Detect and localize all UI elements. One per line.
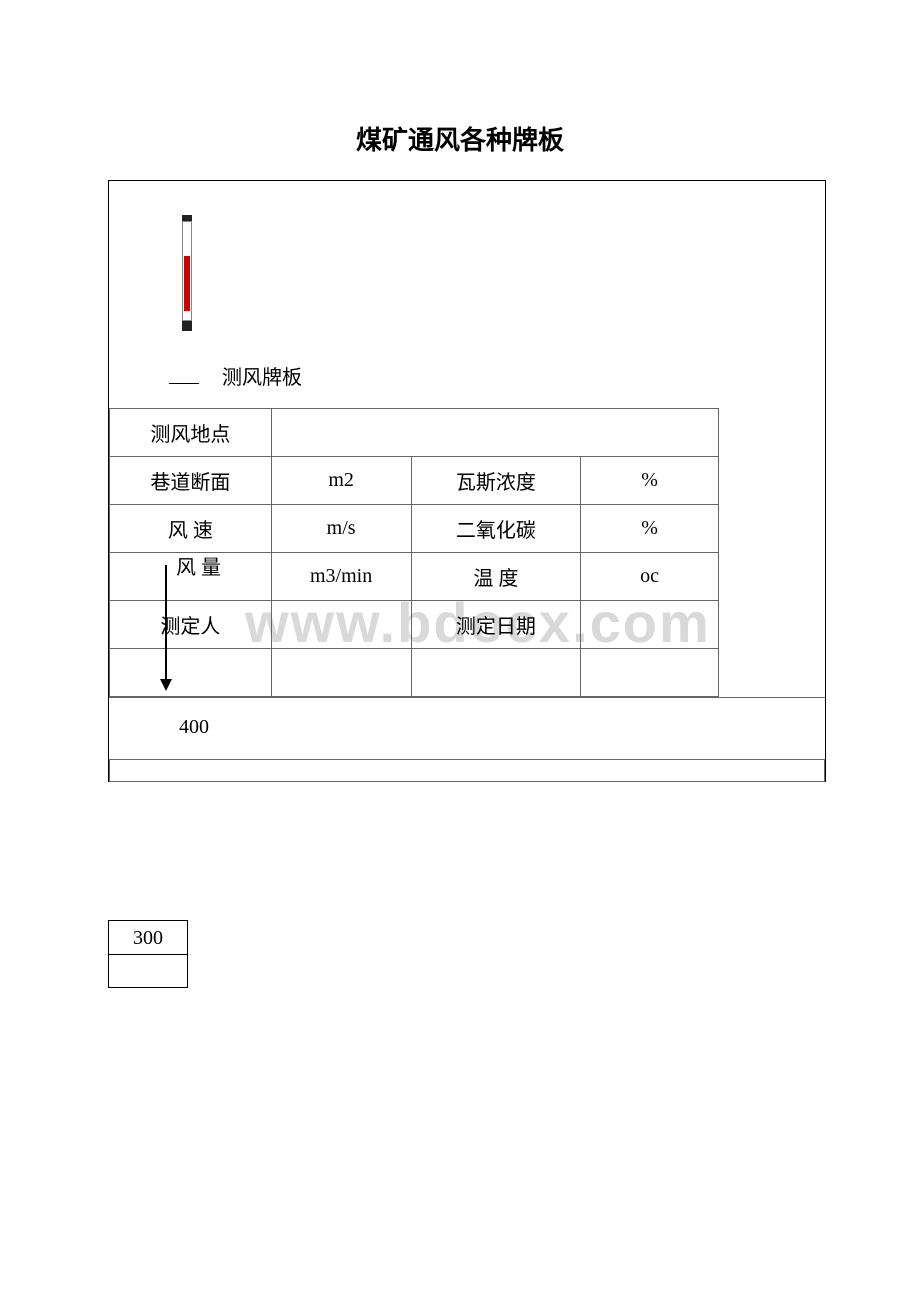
- cell-tester-label: 测定人: [110, 601, 272, 649]
- measurement-table: 测风地点 巷道断面 m2 瓦斯浓度 % 风 速 m/s 二氧化碳 %: [109, 408, 719, 697]
- cell-speed-unit: m/s: [271, 505, 411, 553]
- table-row: 巷道断面 m2 瓦斯浓度 %: [110, 457, 719, 505]
- sub-header: 测风牌板: [109, 331, 825, 408]
- small-box: 300: [108, 920, 188, 988]
- cell-volume-text: 风 量: [176, 551, 221, 580]
- cell-temp-label: 温 度: [411, 553, 581, 601]
- cell-gas-unit: %: [581, 457, 719, 505]
- cell-date-label: 测定日期: [411, 601, 581, 649]
- cell-tester-value: [271, 601, 411, 649]
- cell-gas-label: 瓦斯浓度: [411, 457, 581, 505]
- cell-date-value: [581, 601, 719, 649]
- footer-empty-row: [109, 760, 825, 782]
- thermometer-icon-area: [109, 181, 825, 331]
- cell-co2-label: 二氧化碳: [411, 505, 581, 553]
- table-row: 风 速 m/s 二氧化碳 %: [110, 505, 719, 553]
- cell-volume-label: 风 量: [110, 553, 272, 601]
- table-row: 测风地点: [110, 409, 719, 457]
- cell-volume-unit: m3/min: [271, 553, 411, 601]
- small-box-value: 300: [109, 921, 187, 955]
- cell-section-label: 巷道断面: [110, 457, 272, 505]
- footer-value: 400: [179, 716, 209, 738]
- cell-empty: [581, 649, 719, 697]
- cell-location-value: [271, 409, 718, 457]
- cell-temp-unit: oc: [581, 553, 719, 601]
- cell-co2-unit: %: [581, 505, 719, 553]
- footer-value-row: 400: [109, 697, 825, 760]
- table-row: [110, 649, 719, 697]
- cell-empty: [110, 649, 272, 697]
- header-underline-mark: [169, 383, 199, 384]
- cell-empty: [271, 649, 411, 697]
- table-row: 风 量 m3/min 温 度 oc: [110, 553, 719, 601]
- page-title: 煤矿通风各种牌板: [0, 0, 920, 187]
- sub-header-text: 测风牌板: [222, 367, 302, 389]
- table-row: 测定人 测定日期: [110, 601, 719, 649]
- cell-empty: [411, 649, 581, 697]
- cell-section-unit: m2: [271, 457, 411, 505]
- cell-location-label: 测风地点: [110, 409, 272, 457]
- thermometer-icon: [179, 221, 195, 331]
- cell-speed-label: 风 速: [110, 505, 272, 553]
- main-panel: 测风牌板 测风地点 巷道断面 m2 瓦斯浓度 % 风 速 m/s 二氧化碳 %: [108, 180, 826, 782]
- small-box-empty: [109, 955, 187, 987]
- down-arrow-icon: [158, 565, 174, 695]
